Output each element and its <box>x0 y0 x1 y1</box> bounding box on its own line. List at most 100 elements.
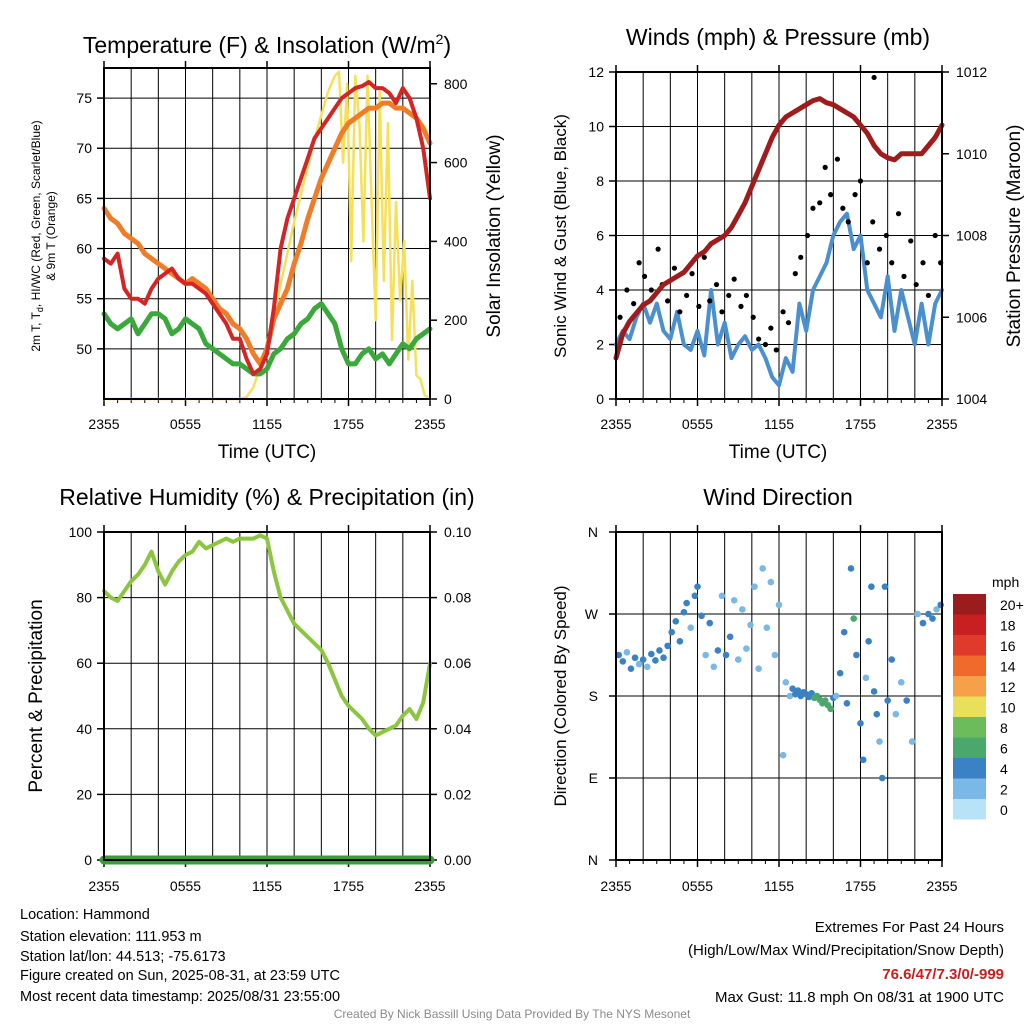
x-tick-label: 1155 <box>252 878 282 894</box>
gust-point <box>743 292 750 299</box>
gust-point <box>731 276 737 282</box>
direction-point <box>702 651 709 659</box>
gust-point <box>889 260 895 266</box>
direction-point <box>881 583 889 590</box>
gust-point <box>932 232 938 239</box>
y-tick-label: 60 <box>76 241 92 257</box>
direction-point <box>850 615 858 622</box>
direction-y-axis-label: Direction (Colored By Speed) <box>551 585 570 806</box>
x-tick-label: 0555 <box>682 416 713 432</box>
direction-point <box>857 720 864 727</box>
legend-label: 8 <box>1000 720 1008 736</box>
legend-swatch <box>953 594 986 615</box>
x-tick-label: 2355 <box>600 878 631 894</box>
direction-point <box>694 583 701 590</box>
y-tick-label: 4 <box>596 282 604 298</box>
y-tick-label: 2 <box>596 337 604 353</box>
gust-point <box>834 156 841 162</box>
gust-point <box>804 232 811 239</box>
direction-point <box>884 697 891 704</box>
gust-point <box>852 192 858 198</box>
latlon-text: Station lat/lon: 44.513; -75.6173 <box>20 949 226 965</box>
y2-tick-label: 200 <box>444 312 468 328</box>
legend-label: 14 <box>1000 659 1016 675</box>
legend-label: 4 <box>1000 761 1008 777</box>
direction-point <box>668 628 675 636</box>
y-tick-label: 20 <box>76 786 92 802</box>
y-tick-label: 60 <box>76 655 92 671</box>
direction-point <box>876 738 883 745</box>
direction-point <box>635 660 643 668</box>
y2-tick-label: 1004 <box>956 391 987 407</box>
x-tick-label: 0555 <box>682 878 713 894</box>
insolation-y-axis-label: Solar Insolation (Yellow) <box>484 134 505 337</box>
wind-direction-panel-title: Wind Direction <box>703 484 853 510</box>
y2-tick-label: 0.10 <box>444 524 471 540</box>
direction-point <box>680 608 688 616</box>
y-tick-label: 80 <box>76 590 92 606</box>
direction-point <box>775 601 783 609</box>
y2-tick-label: 600 <box>444 155 468 171</box>
direction-point <box>870 688 878 695</box>
direction-point <box>908 738 916 745</box>
direction-point <box>623 648 631 656</box>
winds-panel-title: Winds (mph) & Pressure (mb) <box>626 24 930 50</box>
legend-swatch <box>953 635 986 656</box>
y2-tick-label: 1012 <box>956 64 987 80</box>
legend-label: 20+ <box>1000 597 1024 613</box>
y-tick-label: W <box>585 606 599 622</box>
extremes-values: 76.6/47/7.3/0/-999 <box>882 966 1004 983</box>
direction-point <box>868 583 875 590</box>
gust-point <box>719 309 725 315</box>
extremes-title: Extremes For Past 24 Hours <box>814 919 1004 936</box>
direction-point <box>929 615 936 622</box>
direction-point <box>687 624 695 631</box>
y-tick-label: 0 <box>596 391 604 407</box>
gust-point <box>684 292 690 299</box>
y2-tick-label: 1008 <box>956 228 987 244</box>
y-tick-label: 6 <box>596 228 604 244</box>
grid-lines <box>104 531 430 861</box>
x-tick-label: 1755 <box>845 878 876 894</box>
direction-point <box>730 597 738 604</box>
gust-point <box>828 192 834 198</box>
x-tick-label: 2355 <box>926 416 957 432</box>
x-tick-label: 1155 <box>252 416 282 432</box>
direction-point <box>897 679 905 686</box>
recent-data-text: Most recent data timestamp: 2025/08/31 2… <box>20 989 341 1005</box>
y-tick-label: N <box>588 852 598 868</box>
x-tick-label: 2355 <box>88 878 119 894</box>
legend-swatch <box>953 737 986 758</box>
gust-point <box>908 238 914 244</box>
direction-point <box>619 658 627 665</box>
x-tick-label: 2355 <box>926 878 957 894</box>
y-tick-label: 70 <box>76 140 92 156</box>
direction-point <box>656 647 663 654</box>
direction-point <box>743 645 750 652</box>
direction-point <box>892 710 900 718</box>
direction-point <box>771 651 779 659</box>
pressure-line <box>613 96 945 361</box>
y-tick-label: E <box>589 770 598 786</box>
gust-point <box>895 211 902 217</box>
gust-point <box>624 287 630 293</box>
gust-point <box>677 309 683 315</box>
direction-point <box>691 592 699 600</box>
direction-point <box>706 619 714 627</box>
gust-point <box>773 347 779 353</box>
legend-label: 16 <box>1000 638 1016 654</box>
direction-point <box>862 674 870 682</box>
gust-point <box>901 273 907 279</box>
dewpoint-line <box>101 301 433 377</box>
gust-point <box>871 74 877 81</box>
gust-point <box>876 246 883 252</box>
y-tick-label: 12 <box>588 64 604 80</box>
y2-tick-label: 1010 <box>956 146 987 162</box>
gust-point <box>822 164 828 170</box>
gust-point <box>845 219 851 225</box>
y2-tick-label: 0 <box>444 391 452 407</box>
gust-point <box>671 265 678 271</box>
y-tick-label: 100 <box>69 524 93 540</box>
direction-point <box>888 656 896 663</box>
